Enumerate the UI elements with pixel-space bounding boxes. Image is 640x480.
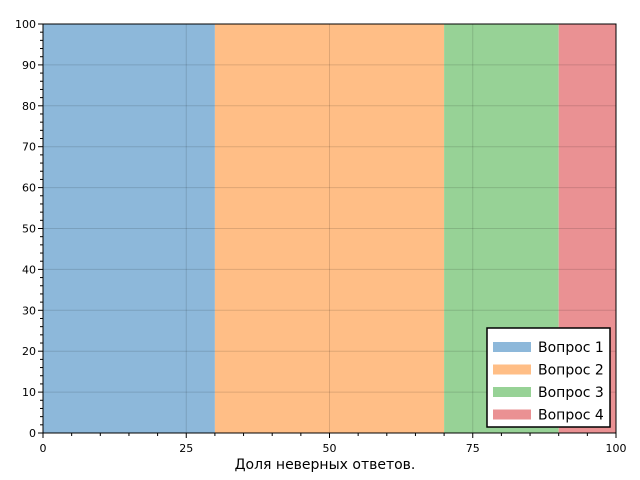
legend-swatch [493, 387, 531, 397]
x-tick-label: 0 [40, 442, 47, 455]
legend-swatch [493, 409, 531, 420]
legend-swatch [493, 342, 531, 352]
band-2 [214, 24, 445, 433]
legend-label: Вопрос 1 [538, 340, 604, 356]
y-tick-label: 50 [22, 223, 36, 236]
x-tick-label: 50 [323, 442, 337, 455]
legend: Вопрос 1 Вопрос 2 Вопрос 3 Вопрос 4 [486, 327, 611, 428]
y-tick-label: 40 [22, 263, 36, 276]
y-tick-label: 20 [22, 345, 36, 358]
x-axis-title: Доля неверных ответов. [235, 457, 416, 473]
y-tick-label: 100 [15, 18, 36, 31]
y-tick-label: 60 [22, 182, 36, 195]
x-tick-label: 25 [179, 442, 193, 455]
x-tick-label: 75 [466, 442, 480, 455]
y-tick-label: 90 [22, 59, 36, 72]
grid-lines [43, 24, 616, 433]
band-1 [43, 24, 215, 433]
y-tick-label: 70 [22, 141, 36, 154]
legend-swatch [493, 364, 531, 375]
legend-label: Вопрос 2 [538, 363, 604, 379]
y-tick-label: 80 [22, 100, 36, 113]
legend-label: Вопрос 3 [538, 385, 604, 401]
axes: 0 10 20 30 40 50 60 70 80 90 100 0 25 50 75 100 [15, 18, 627, 455]
x-tick-label: 100 [606, 442, 627, 455]
area-bands [43, 24, 616, 433]
y-tick-label: 0 [29, 427, 36, 440]
y-tick-label: 10 [22, 386, 36, 399]
legend-label: Вопрос 4 [538, 408, 604, 424]
y-tick-label: 30 [22, 304, 36, 317]
